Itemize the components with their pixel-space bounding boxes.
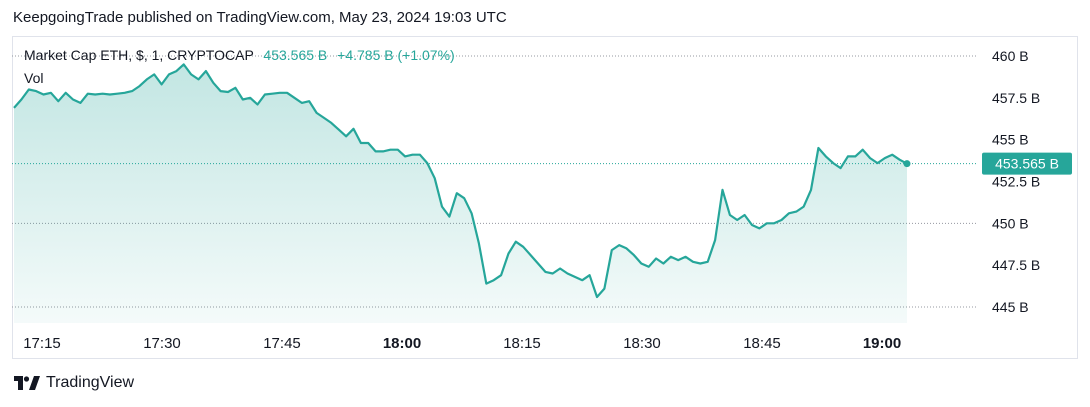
last-value-badge-text: 453.565 B bbox=[995, 156, 1059, 172]
y-tick-label: 452.5 B bbox=[992, 174, 1040, 190]
x-tick-label: 18:45 bbox=[743, 335, 781, 352]
y-tick-label: 445 B bbox=[992, 299, 1029, 315]
tradingview-logo-icon bbox=[14, 376, 40, 390]
x-tick-label: 17:15 bbox=[23, 335, 61, 352]
published-header: KeepgoingTrade published on TradingView.… bbox=[13, 9, 507, 26]
last-value-label: 453.565 B bbox=[263, 47, 328, 63]
y-tick-label: 447.5 B bbox=[992, 257, 1040, 273]
last-value-badge bbox=[982, 152, 1072, 175]
chart-legend: Market Cap ETH, $, 1, CRYPTOCAP 453.565 … bbox=[24, 47, 455, 63]
symbol-label: Market Cap ETH, $, 1, CRYPTOCAP bbox=[24, 47, 254, 63]
y-tick-label: 455 B bbox=[992, 132, 1029, 148]
tradingview-brand-text: TradingView bbox=[46, 374, 135, 391]
footer-brand[interactable]: TradingView bbox=[14, 374, 134, 392]
price-line-series bbox=[13, 63, 908, 299]
x-tick-label: 19:00 bbox=[863, 335, 901, 352]
volume-label: Vol bbox=[24, 70, 44, 86]
x-tick-label: 18:30 bbox=[623, 335, 661, 352]
x-tick-label: 18:15 bbox=[503, 335, 541, 352]
change-label: +4.785 B (+1.07%) bbox=[337, 47, 455, 63]
chart-frame bbox=[12, 36, 1078, 359]
x-tick-label: 18:00 bbox=[383, 335, 421, 352]
y-tick-label: 457.5 B bbox=[992, 90, 1040, 106]
x-tick-label: 17:30 bbox=[143, 335, 181, 352]
x-tick-label: 17:45 bbox=[263, 335, 301, 352]
y-tick-label: 460 B bbox=[992, 48, 1029, 64]
last-point-marker bbox=[903, 160, 911, 168]
price-area-fill bbox=[14, 64, 907, 324]
y-tick-label: 450 B bbox=[992, 215, 1029, 231]
